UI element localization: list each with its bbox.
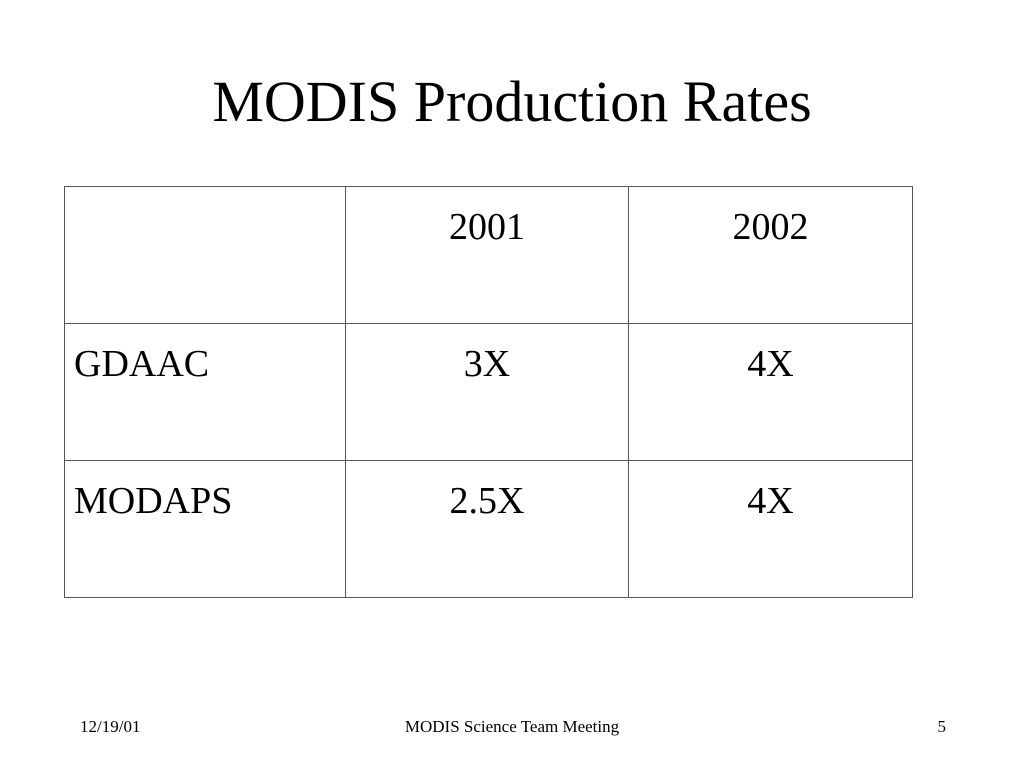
table-header-row: 2001 2002 — [64, 186, 913, 324]
table-corner-cell — [64, 186, 346, 324]
gdaac-2002-value: 4X — [628, 323, 913, 461]
table-row-modaps: MODAPS 2.5X 4X — [64, 460, 913, 598]
column-header-2002: 2002 — [628, 186, 913, 324]
row-label-gdaac: GDAAC — [64, 323, 346, 461]
table-row-gdaac: GDAAC 3X 4X — [64, 323, 913, 461]
modaps-2002-value: 4X — [628, 460, 913, 598]
production-rates-table: 2001 2002 GDAAC 3X 4X MODAPS 2.5X 4X — [64, 186, 913, 598]
modaps-2001-value: 2.5X — [345, 460, 629, 598]
gdaac-2001-value: 3X — [345, 323, 629, 461]
footer-page-number: 5 — [937, 717, 947, 736]
slide-title: MODIS Production Rates — [212, 69, 812, 134]
footer-date: 12/19/01 — [80, 717, 141, 736]
column-header-2001: 2001 — [345, 186, 629, 324]
footer-meeting-name: MODIS Science Team Meeting — [404, 717, 620, 736]
row-label-modaps: MODAPS — [64, 460, 346, 598]
